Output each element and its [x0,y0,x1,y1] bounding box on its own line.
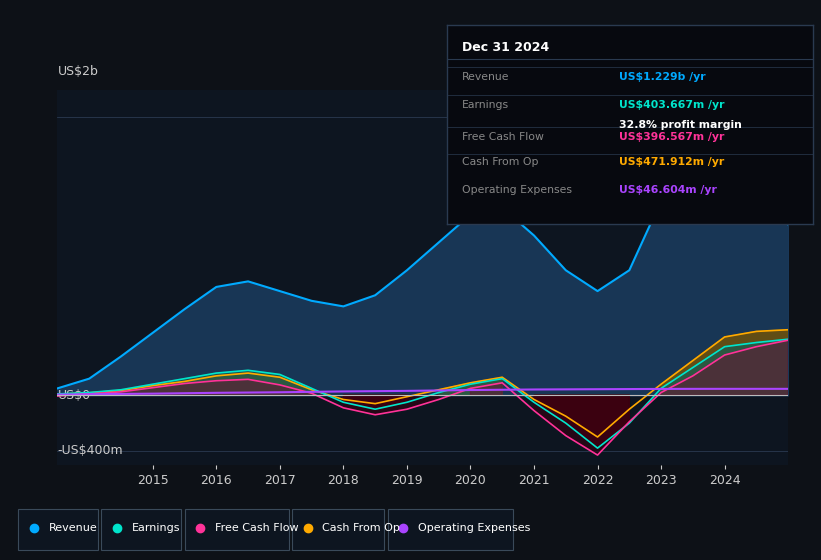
FancyBboxPatch shape [18,508,98,550]
Text: Dec 31 2024: Dec 31 2024 [462,41,549,54]
Text: Operating Expenses: Operating Expenses [418,523,530,533]
FancyBboxPatch shape [102,508,181,550]
FancyBboxPatch shape [292,508,384,550]
Text: Operating Expenses: Operating Expenses [462,185,572,195]
Text: Free Cash Flow: Free Cash Flow [462,132,544,142]
Text: US$396.567m /yr: US$396.567m /yr [619,132,724,142]
Text: Revenue: Revenue [48,523,97,533]
Text: -US$400m: -US$400m [57,445,123,458]
Text: US$471.912m /yr: US$471.912m /yr [619,157,724,167]
Text: US$0: US$0 [57,389,90,402]
Text: 32.8% profit margin: 32.8% profit margin [619,120,742,129]
Text: US$2b: US$2b [57,66,99,78]
Text: Earnings: Earnings [462,100,509,110]
Text: Cash From Op: Cash From Op [462,157,539,167]
Text: US$1.229b /yr: US$1.229b /yr [619,72,706,82]
Text: Revenue: Revenue [462,72,510,82]
Text: Free Cash Flow: Free Cash Flow [215,523,298,533]
Text: US$46.604m /yr: US$46.604m /yr [619,185,717,195]
FancyBboxPatch shape [185,508,289,550]
Text: Earnings: Earnings [131,523,180,533]
Text: US$403.667m /yr: US$403.667m /yr [619,100,725,110]
FancyBboxPatch shape [388,508,513,550]
Text: Cash From Op: Cash From Op [323,523,401,533]
